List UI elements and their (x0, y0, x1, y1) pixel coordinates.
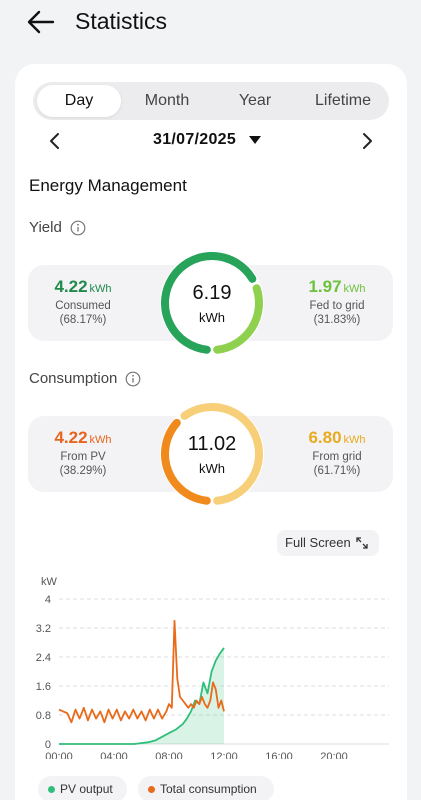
consumption-donut: 11.02 kWh (159, 401, 265, 507)
tab-lifetime[interactable]: Lifetime (314, 92, 372, 109)
from-grid-value: 6.80 (308, 428, 342, 447)
from-grid-unit: kWh (343, 434, 366, 446)
consumption-grid-arc (180, 403, 263, 505)
chevron-right-icon[interactable] (357, 130, 377, 152)
statistics-card: Day Month Year Lifetime 31/07/2025 Energ… (15, 64, 407, 800)
y-axis-unit: kW (41, 576, 58, 588)
y-tick-label: 1.6 (36, 681, 51, 693)
legend-pv-label: PV output (60, 782, 113, 796)
yield-fed-arc (213, 284, 263, 354)
yield-total-unit: kWh (199, 310, 225, 325)
consumed-stat: 4.22 kWh Consumed (68.17%) (28, 277, 138, 326)
from-grid-stat: 6.80 kWh From grid (61.71%) (282, 428, 392, 477)
date-selector: 31/07/2025 (15, 126, 407, 156)
from-grid-label: From grid (312, 451, 362, 463)
tab-year[interactable]: Year (238, 92, 272, 109)
consumed-label: Consumed (55, 300, 111, 312)
x-tick-label: 00:00 (45, 751, 73, 759)
caret-down-icon[interactable] (249, 135, 261, 145)
x-tick-label: 04:00 (100, 751, 128, 759)
from-pv-unit: kWh (89, 434, 112, 446)
consumption-title: Consumption (29, 370, 118, 387)
tab-day[interactable]: Day (37, 85, 121, 117)
back-arrow-icon[interactable] (26, 8, 56, 36)
fed-to-grid-unit: kWh (343, 283, 366, 295)
y-tick-label: 0.8 (36, 710, 51, 722)
consumption-pv-arc (161, 418, 211, 505)
from-pv-label: From PV (60, 451, 106, 463)
fullscreen-button[interactable]: Full Screen (277, 530, 379, 556)
y-tick-label: 0 (45, 739, 51, 751)
yield-title-row: Yield (29, 219, 86, 236)
info-icon[interactable] (70, 220, 86, 236)
date-label[interactable]: 31/07/2025 (153, 131, 237, 148)
consumed-pct: (68.17%) (59, 314, 107, 326)
yield-consumed-arc (161, 252, 257, 354)
consumed-unit: kWh (89, 283, 112, 295)
y-tick-label: 2.4 (36, 652, 51, 664)
x-tick-label: 12:00 (210, 751, 238, 759)
yield-total-value: 6.19 (192, 282, 232, 304)
x-tick-label: 20:00 (320, 751, 348, 759)
legend-consumption-label: Total consumption (160, 782, 257, 796)
x-tick-label: 16:00 (265, 751, 293, 759)
tab-month[interactable]: Month (144, 92, 190, 109)
consumption-total-unit: kWh (199, 461, 225, 476)
fed-to-grid-stat: 1.97 kWh Fed to grid (31.83%) (282, 277, 392, 326)
fed-to-grid-pct: (31.83%) (313, 314, 361, 326)
expand-icon (356, 537, 368, 549)
total-consumption-line (58, 619, 225, 724)
y-tick-label: 4 (45, 594, 51, 606)
yield-title: Yield (29, 219, 62, 236)
x-tick-label: 08:00 (155, 751, 183, 759)
from-pv-value: 4.22 (54, 428, 88, 447)
period-tabs: Day Month Year Lifetime (33, 82, 389, 120)
legend-dot-pv (48, 786, 55, 793)
chevron-left-icon[interactable] (45, 130, 65, 152)
energy-management-title: Energy Management (29, 176, 187, 195)
consumed-value: 4.22 (54, 277, 88, 296)
from-pv-stat: 4.22 kWh From PV (38.29%) (28, 428, 138, 477)
from-grid-pct: (61.71%) (313, 465, 361, 477)
y-tick-label: 3.2 (36, 623, 51, 635)
consumption-title-row: Consumption (29, 370, 141, 387)
legend-dot-consumption (148, 786, 155, 793)
from-pv-pct: (38.29%) (59, 465, 107, 477)
legend-pv-output[interactable]: PV output (38, 776, 127, 800)
legend-total-consumption[interactable]: Total consumption (138, 776, 274, 800)
fed-to-grid-value: 1.97 (308, 277, 342, 296)
page-title: Statistics (75, 8, 168, 34)
yield-donut: 6.19 kWh (159, 250, 265, 356)
fed-to-grid-label: Fed to grid (309, 300, 365, 312)
header: Statistics (0, 0, 421, 44)
pv-output-area (59, 647, 224, 744)
power-chart: kW 0 0.8 1.6 2.4 3.2 4 00:00 04:00 08:00 12:00 16:0… (36, 576, 389, 759)
fullscreen-label: Full Screen (285, 535, 351, 550)
consumption-total-value: 11.02 (187, 433, 237, 455)
info-icon[interactable] (125, 371, 141, 387)
pv-output-line (59, 647, 225, 745)
